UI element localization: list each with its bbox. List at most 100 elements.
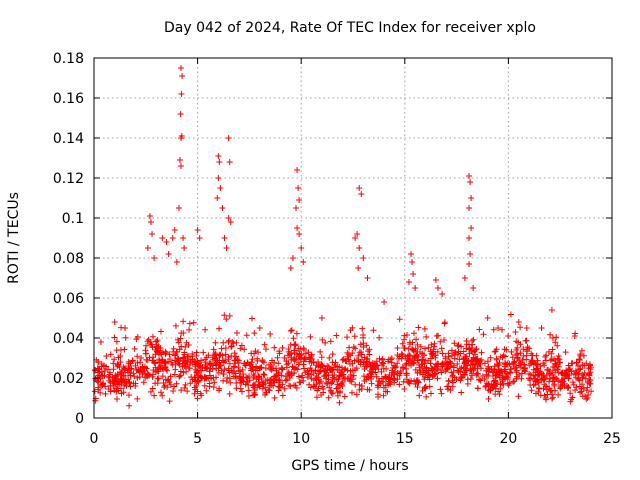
data-point bbox=[302, 350, 309, 357]
data-point bbox=[356, 386, 363, 393]
data-points bbox=[91, 65, 595, 409]
data-point bbox=[254, 355, 261, 362]
data-point bbox=[573, 384, 580, 391]
data-point bbox=[157, 389, 164, 396]
data-point bbox=[231, 350, 238, 357]
data-point bbox=[165, 251, 172, 257]
data-point bbox=[364, 348, 371, 355]
data-point bbox=[535, 385, 542, 392]
data-point bbox=[408, 251, 415, 257]
data-point bbox=[178, 91, 185, 97]
data-point bbox=[111, 387, 118, 394]
data-point bbox=[435, 360, 442, 367]
data-point bbox=[107, 379, 114, 386]
data-point bbox=[262, 391, 269, 398]
data-point bbox=[543, 386, 550, 393]
data-point bbox=[491, 377, 498, 384]
data-point bbox=[422, 383, 429, 390]
data-point bbox=[201, 382, 208, 389]
data-point bbox=[351, 333, 358, 340]
data-point bbox=[193, 352, 200, 359]
data-point bbox=[95, 386, 102, 393]
data-point bbox=[537, 368, 544, 375]
data-point bbox=[182, 343, 189, 350]
data-point bbox=[355, 265, 362, 271]
data-point bbox=[164, 377, 171, 384]
data-point bbox=[200, 349, 207, 356]
data-point bbox=[143, 342, 150, 349]
data-point bbox=[206, 368, 213, 375]
data-point bbox=[409, 359, 416, 366]
data-point bbox=[517, 350, 524, 357]
data-point bbox=[358, 349, 365, 356]
data-point bbox=[548, 350, 555, 357]
data-point bbox=[178, 163, 185, 169]
data-point bbox=[298, 355, 305, 362]
data-point bbox=[188, 373, 195, 380]
data-point bbox=[329, 374, 336, 381]
data-point bbox=[569, 379, 576, 386]
data-point bbox=[510, 378, 517, 385]
data-point bbox=[321, 367, 328, 374]
data-point bbox=[342, 365, 349, 372]
data-point bbox=[557, 384, 564, 391]
data-point bbox=[248, 350, 255, 357]
data-point bbox=[484, 315, 491, 321]
data-point bbox=[355, 352, 362, 359]
data-point bbox=[171, 383, 178, 390]
data-point bbox=[179, 355, 186, 362]
data-point bbox=[183, 368, 190, 375]
data-point bbox=[122, 325, 129, 331]
data-point bbox=[218, 345, 225, 352]
data-point bbox=[226, 369, 233, 376]
data-point bbox=[177, 335, 184, 342]
data-point bbox=[490, 368, 497, 375]
data-point bbox=[168, 359, 175, 366]
data-point bbox=[114, 361, 121, 368]
data-point bbox=[485, 368, 492, 375]
data-point bbox=[181, 385, 188, 392]
data-point bbox=[147, 340, 154, 347]
data-point bbox=[214, 195, 221, 201]
data-point bbox=[491, 383, 498, 390]
data-point bbox=[422, 369, 429, 376]
data-point bbox=[221, 312, 228, 319]
data-point bbox=[293, 330, 300, 337]
data-point bbox=[300, 358, 307, 365]
data-point bbox=[406, 380, 413, 387]
data-point bbox=[454, 367, 461, 374]
data-point bbox=[383, 375, 390, 382]
data-point bbox=[502, 361, 509, 368]
data-point bbox=[414, 376, 421, 383]
data-point bbox=[98, 363, 105, 370]
data-point bbox=[425, 367, 432, 374]
data-point bbox=[414, 370, 421, 377]
data-point bbox=[336, 382, 343, 389]
data-point bbox=[237, 373, 244, 380]
data-point bbox=[375, 366, 382, 373]
data-point bbox=[412, 285, 419, 291]
data-point bbox=[186, 365, 193, 372]
data-point bbox=[458, 374, 465, 381]
data-point bbox=[215, 153, 222, 159]
data-point bbox=[521, 365, 528, 372]
data-point bbox=[254, 384, 261, 391]
data-point bbox=[255, 349, 262, 356]
data-point bbox=[177, 111, 184, 117]
data-point bbox=[377, 380, 384, 387]
data-point bbox=[176, 361, 183, 368]
data-point bbox=[366, 359, 373, 366]
data-point bbox=[232, 353, 239, 360]
data-point bbox=[171, 227, 178, 233]
data-point bbox=[416, 392, 423, 399]
data-point bbox=[555, 352, 562, 359]
data-point bbox=[95, 365, 102, 372]
data-point bbox=[336, 363, 343, 370]
data-point bbox=[306, 358, 313, 365]
data-point bbox=[531, 375, 538, 382]
y-tick-label: 0.18 bbox=[53, 51, 84, 67]
data-point bbox=[233, 339, 240, 346]
data-point bbox=[99, 381, 106, 388]
data-point bbox=[159, 235, 166, 241]
data-point bbox=[565, 362, 572, 369]
